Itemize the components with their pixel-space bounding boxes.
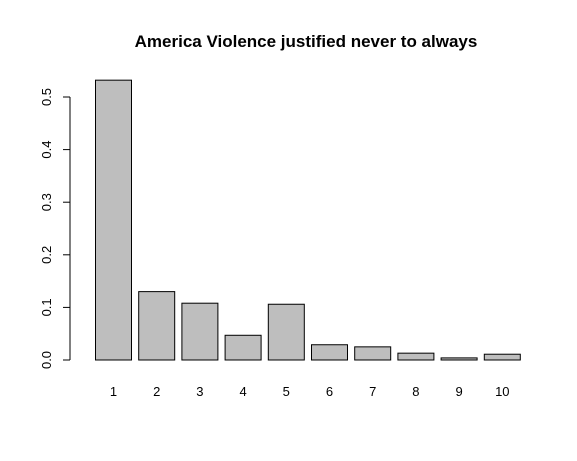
bar (224, 334, 262, 361)
y-tick-label: 0.3 (39, 193, 54, 211)
bar (181, 302, 219, 361)
bar (397, 352, 435, 361)
x-tick-label: 10 (495, 384, 509, 399)
y-axis: 0.0 0.1 0.2 0.3 0.4 0.5 (39, 88, 71, 369)
x-tick-label: 4 (239, 384, 246, 399)
y-tick-label: 0.0 (39, 351, 54, 369)
bar (440, 357, 478, 361)
x-tick-label: 5 (283, 384, 290, 399)
x-tick-label: 3 (196, 384, 203, 399)
y-tick-label: 0.1 (39, 298, 54, 316)
bars (95, 79, 521, 361)
x-tick-labels: 1 2 3 4 5 6 7 8 9 10 (110, 384, 510, 399)
x-tick-label: 1 (110, 384, 117, 399)
bar (483, 353, 521, 361)
x-tick-label: 9 (455, 384, 462, 399)
x-tick-label: 2 (153, 384, 160, 399)
bar (138, 291, 176, 361)
y-tick-label: 0.2 (39, 246, 54, 264)
chart-title: America Violence justified never to alwa… (135, 32, 478, 51)
bar (95, 79, 132, 361)
bar (354, 346, 392, 361)
x-tick-label: 8 (412, 384, 419, 399)
x-tick-label: 6 (326, 384, 333, 399)
y-tick-label: 0.4 (39, 141, 54, 159)
bar (267, 303, 305, 361)
x-tick-label: 7 (369, 384, 376, 399)
y-tick-label: 0.5 (39, 88, 54, 106)
bar (311, 344, 348, 361)
